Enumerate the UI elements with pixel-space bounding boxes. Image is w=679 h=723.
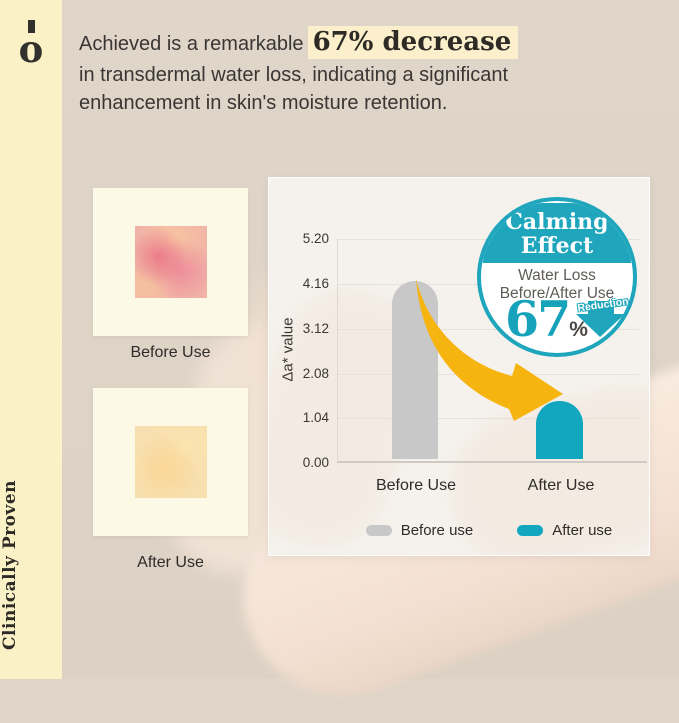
after-use-card-label: After Use (137, 554, 204, 571)
bar-before-use (392, 281, 438, 459)
before-use-test-patch (134, 226, 207, 298)
after-use-test-patch (134, 426, 207, 498)
chart-legend: Before use After use (337, 522, 641, 539)
y-axis-line (337, 239, 338, 461)
y-tick-1-04: 1.04 (302, 410, 329, 425)
legend-swatch-before (365, 525, 392, 536)
gridline (337, 374, 639, 375)
legend-label-before: Before use (400, 522, 474, 539)
badge-title: Calming Effect (481, 210, 633, 258)
y-axis-label: Δa* value (279, 317, 297, 382)
legend-swatch-after (517, 525, 544, 536)
headline-line3: enhancement in skin's moisture retention… (79, 92, 448, 114)
headline-line1: Achieved is a remarkable 67% decrease (79, 26, 649, 60)
legend-item-after: After use (517, 522, 612, 539)
x-label-after-use: After Use (527, 477, 595, 494)
headline: Achieved is a remarkable 67% decrease in … (79, 26, 649, 116)
y-tick-2-08: 2.08 (302, 366, 329, 381)
clinically-proven-label: Clinically Proven (0, 480, 20, 650)
y-tick-5-20: 5.20 (302, 231, 329, 246)
y-tick-3-12: 3.12 (302, 321, 329, 336)
before-use-swatch-card (93, 188, 248, 336)
x-label-before-use: Before Use (375, 477, 457, 494)
legend-item-before: Before use (365, 522, 474, 539)
after-use-swatch-card (93, 388, 248, 536)
badge-title-line2: Effect (520, 233, 594, 259)
bar-after-use (536, 401, 583, 459)
headline-highlight: 67% decrease (307, 26, 519, 59)
calming-effect-badge: Calming Effect Water Loss Before/After U… (477, 197, 637, 357)
brand-logo-tittle (27, 20, 35, 33)
y-tick-0-00: 0.00 (302, 455, 329, 470)
legend-label-after: After use (552, 522, 613, 539)
brand-logo-letter: o (18, 27, 44, 71)
badge-percent-value: 67 (505, 290, 571, 348)
brand-logo-icon: o (0, 20, 62, 71)
y-tick-4-16: 4.16 (302, 276, 329, 291)
badge-subtitle-line1: Water Loss (518, 267, 596, 284)
badge-title-line1: Calming (505, 209, 609, 235)
gridline (337, 418, 639, 419)
x-axis-line (337, 461, 647, 463)
reduction-arrow: Reduction (573, 295, 629, 341)
chart-panel: Δa* value 5.20 4.16 3.12 2.08 1.04 0.00 … (268, 177, 650, 556)
headline-prefix: Achieved is a remarkable (79, 33, 304, 55)
before-use-card-label: Before Use (130, 344, 211, 361)
sidebar: o Clinically Proven (0, 0, 62, 679)
headline-line2: in transdermal water loss, indicating a … (79, 64, 509, 86)
